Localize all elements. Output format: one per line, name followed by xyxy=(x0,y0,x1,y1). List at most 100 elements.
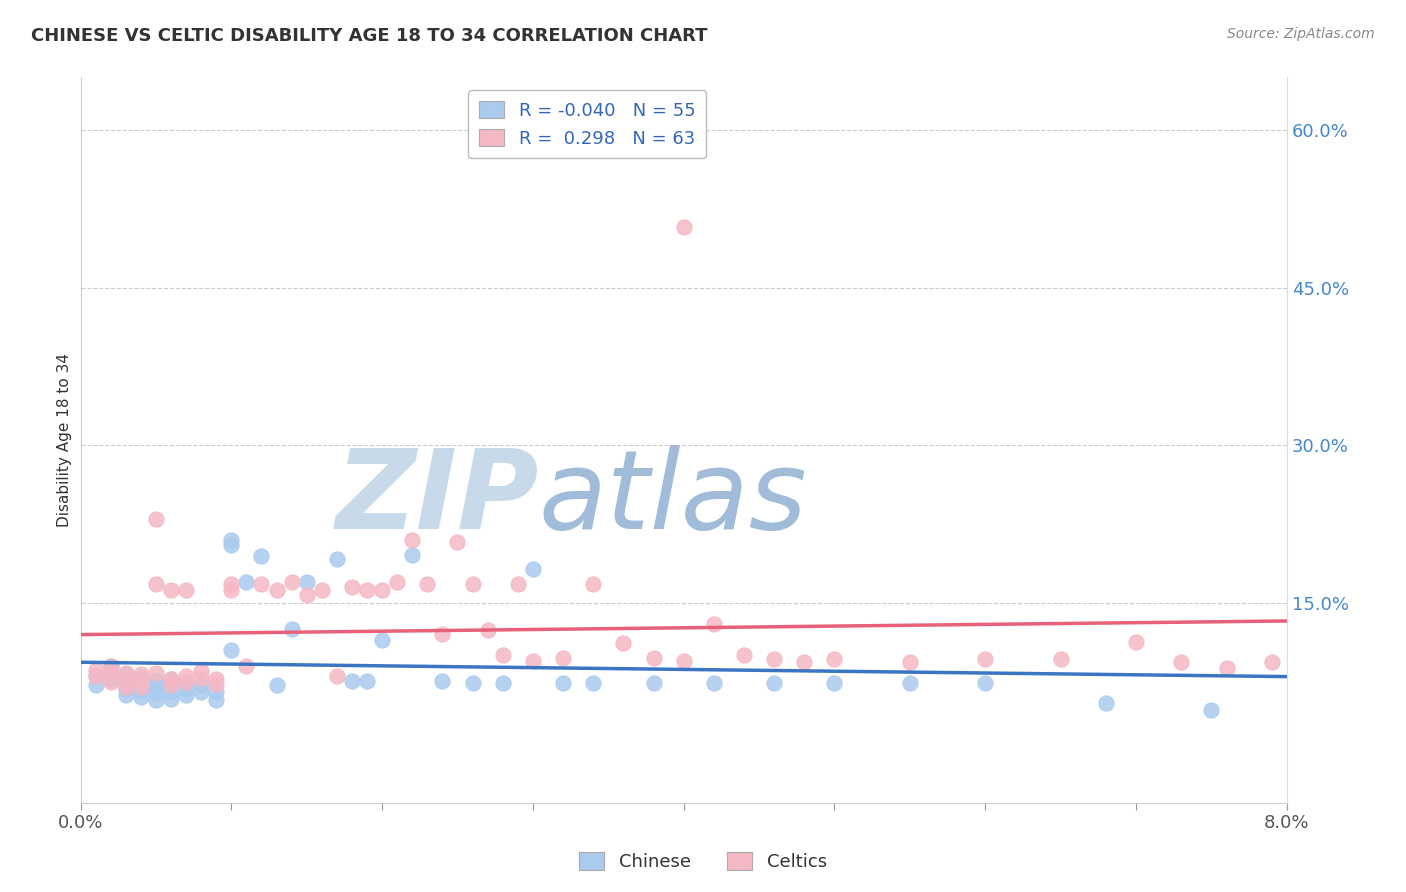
Point xyxy=(160,672,183,686)
Point xyxy=(371,632,394,647)
Point xyxy=(160,685,183,699)
Point xyxy=(1170,655,1192,669)
Point xyxy=(129,671,152,685)
Point xyxy=(129,680,152,694)
Point xyxy=(824,651,846,665)
Point xyxy=(84,669,107,683)
Point xyxy=(145,666,167,681)
Point xyxy=(100,674,122,689)
Point xyxy=(145,673,167,688)
Point xyxy=(129,667,152,681)
Point xyxy=(129,684,152,698)
Point xyxy=(672,654,695,668)
Point xyxy=(145,577,167,591)
Point xyxy=(84,669,107,683)
Text: ZIP: ZIP xyxy=(336,444,538,551)
Point xyxy=(205,692,228,706)
Point xyxy=(898,655,921,669)
Point xyxy=(340,580,363,594)
Point xyxy=(522,562,544,576)
Point xyxy=(114,667,136,681)
Point xyxy=(174,669,197,683)
Point xyxy=(582,577,605,591)
Point xyxy=(974,675,997,690)
Point xyxy=(100,664,122,678)
Point xyxy=(763,675,786,690)
Point xyxy=(295,574,318,589)
Point xyxy=(174,674,197,689)
Point xyxy=(114,673,136,688)
Point xyxy=(114,666,136,681)
Point xyxy=(763,651,786,665)
Point xyxy=(326,551,349,566)
Text: Source: ZipAtlas.com: Source: ZipAtlas.com xyxy=(1227,27,1375,41)
Point xyxy=(250,577,273,591)
Point xyxy=(145,686,167,700)
Point xyxy=(100,667,122,681)
Text: atlas: atlas xyxy=(538,444,807,551)
Point xyxy=(174,689,197,703)
Point xyxy=(401,533,423,547)
Point xyxy=(205,672,228,686)
Point xyxy=(416,577,439,591)
Point xyxy=(898,675,921,690)
Point xyxy=(221,583,243,598)
Point xyxy=(174,674,197,689)
Point xyxy=(506,577,529,591)
Point xyxy=(190,685,212,699)
Point xyxy=(356,673,378,688)
Point xyxy=(160,691,183,706)
Point xyxy=(205,677,228,691)
Point xyxy=(190,671,212,685)
Point xyxy=(266,678,288,692)
Point xyxy=(703,616,725,631)
Point xyxy=(84,663,107,677)
Point xyxy=(371,583,394,598)
Point xyxy=(582,675,605,690)
Point xyxy=(432,673,454,688)
Point xyxy=(280,574,302,589)
Point xyxy=(174,682,197,697)
Point xyxy=(477,624,499,638)
Y-axis label: Disability Age 18 to 34: Disability Age 18 to 34 xyxy=(58,353,72,527)
Point xyxy=(221,577,243,591)
Point xyxy=(145,680,167,694)
Point xyxy=(221,538,243,552)
Point xyxy=(522,654,544,668)
Point xyxy=(733,648,755,663)
Point xyxy=(100,672,122,686)
Point xyxy=(160,678,183,692)
Point xyxy=(145,692,167,706)
Point xyxy=(1201,703,1223,717)
Point xyxy=(235,574,257,589)
Point xyxy=(385,574,408,589)
Point xyxy=(461,675,484,690)
Point xyxy=(672,219,695,234)
Point xyxy=(974,651,997,665)
Point xyxy=(145,512,167,526)
Point xyxy=(356,583,378,598)
Point xyxy=(235,659,257,673)
Point xyxy=(114,674,136,689)
Point xyxy=(266,583,288,598)
Point xyxy=(221,533,243,547)
Point xyxy=(326,669,349,683)
Point xyxy=(703,675,725,690)
Point xyxy=(84,678,107,692)
Point xyxy=(129,677,152,691)
Point xyxy=(643,675,665,690)
Point xyxy=(1125,635,1147,649)
Point xyxy=(1095,696,1118,710)
Point xyxy=(793,655,815,669)
Point xyxy=(551,675,574,690)
Point xyxy=(114,680,136,694)
Point xyxy=(174,583,197,598)
Point xyxy=(280,622,302,636)
Point xyxy=(432,627,454,641)
Point xyxy=(221,643,243,657)
Point xyxy=(205,685,228,699)
Point xyxy=(114,682,136,697)
Point xyxy=(1261,655,1284,669)
Point xyxy=(160,672,183,686)
Point xyxy=(250,549,273,563)
